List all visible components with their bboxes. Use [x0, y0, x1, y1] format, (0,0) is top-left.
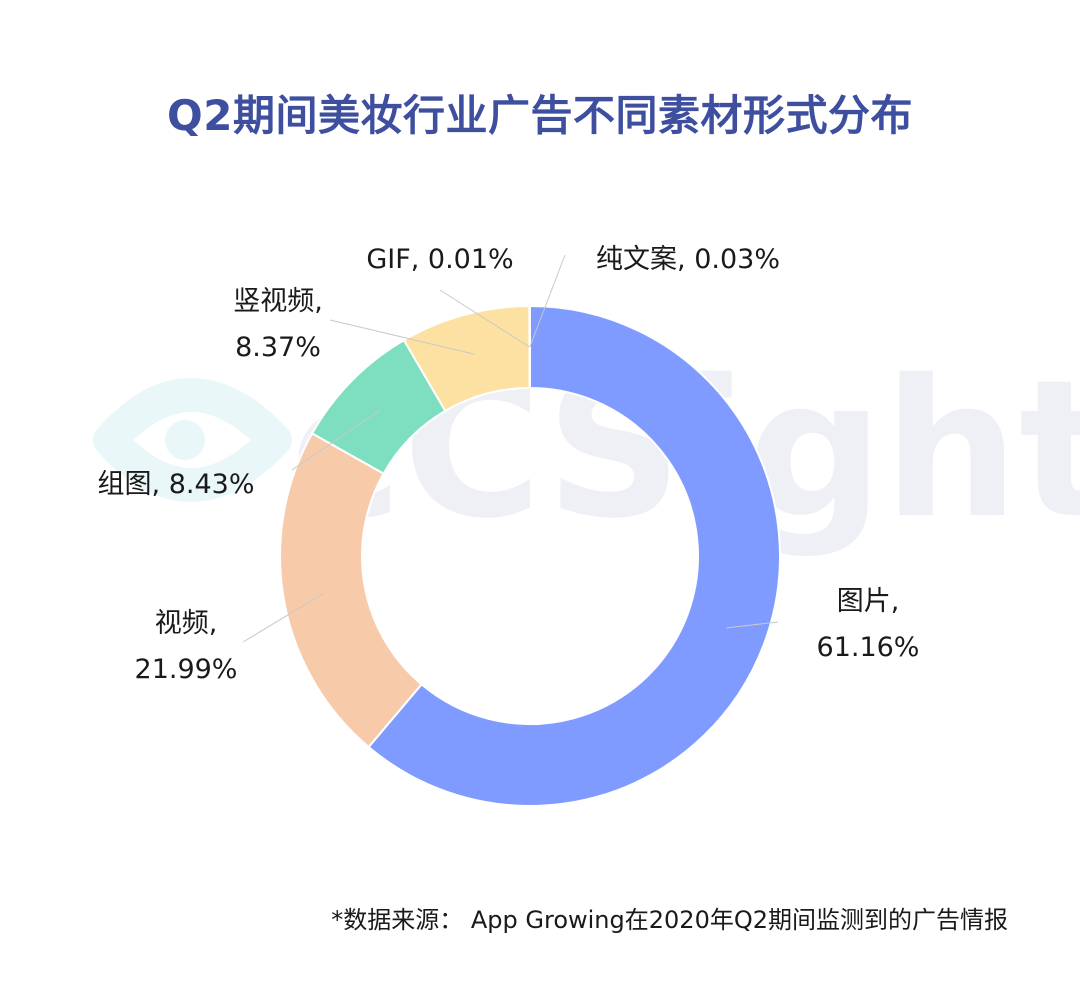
data-label-line: 竖视频, [233, 286, 323, 317]
chart-title: Q2期间美妆行业广告不同素材形式分布 [167, 91, 913, 140]
data-label-line: 组图, 8.43% [98, 469, 255, 500]
data-label-4: GIF, 0.01% [366, 244, 513, 275]
leader-line-1 [242, 592, 325, 643]
data-label-line: 纯文案, 0.03% [596, 244, 780, 275]
data-label-2: 组图, 8.43% [98, 469, 255, 500]
data-label-line: 视频, [155, 608, 218, 639]
data-label-line: GIF, 0.01% [366, 244, 513, 275]
leader-line-5 [529, 254, 566, 348]
leader-lines [242, 254, 779, 643]
slice-1 [278, 432, 423, 749]
data-label-line: 21.99% [135, 654, 238, 685]
slice-0 [367, 304, 781, 807]
leader-line-4 [439, 289, 530, 348]
data-labels: 图片, 61.16% 视频, 21.99% 组图, 8.43% 竖视频, 8.37% GIF,… [98, 244, 920, 685]
data-label-line: 61.16% [817, 632, 920, 663]
slices [278, 304, 781, 807]
data-label-0: 图片, 61.16% [817, 586, 920, 663]
leader-line-2 [291, 408, 382, 471]
leader-line-0 [726, 621, 779, 629]
source-note: *数据来源： App Growing在2020年Q2期间监测到的广告情报 [331, 906, 1008, 934]
data-label-3: 竖视频, 8.37% [233, 286, 323, 363]
data-label-line: 图片, [837, 586, 900, 617]
data-label-line: 8.37% [235, 332, 321, 363]
leader-line-3 [329, 319, 476, 355]
data-label-1: 视频, 21.99% [135, 608, 238, 685]
data-label-5: 纯文案, 0.03% [596, 244, 780, 275]
